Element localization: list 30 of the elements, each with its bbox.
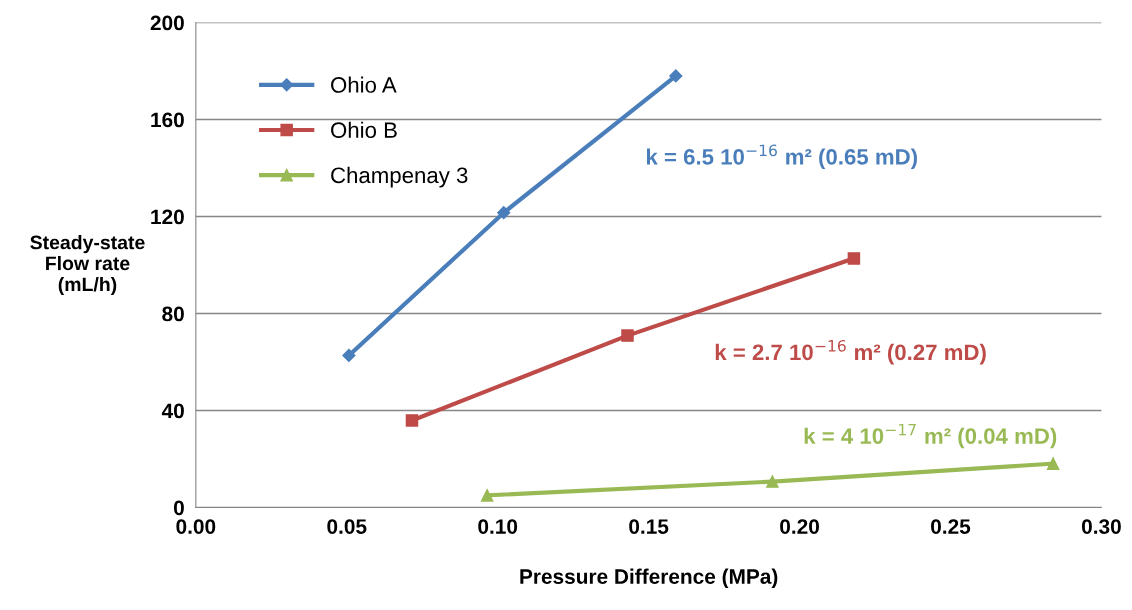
legend-label: Ohio B bbox=[331, 121, 397, 138]
y-tick-label: 120 bbox=[151, 209, 184, 225]
y-tick-label: 40 bbox=[161, 403, 184, 419]
y-axis-title: Steady-state Flow rate (mL/h) bbox=[30, 235, 145, 296]
annotation: k = 2.7 10$^{−16}$ m² (0.27 mD) bbox=[715, 339, 986, 365]
legend-label: Ohio A bbox=[331, 76, 397, 93]
legend-label: Champenay 3 bbox=[331, 166, 468, 188]
x-axis-title: Pressure Difference (MPa) bbox=[520, 568, 778, 589]
annotation: k = 4 10$^{−17}$ m² (0.04 mD) bbox=[804, 423, 1057, 449]
point bbox=[342, 348, 356, 363]
point bbox=[1046, 457, 1060, 470]
annotation: k = 6.5 10$^{−16}$ m² (0.65 mD) bbox=[646, 144, 917, 170]
point bbox=[669, 69, 683, 83]
y-tick-label: 160 bbox=[151, 112, 184, 128]
x-tick-label: 0.05 bbox=[327, 519, 367, 534]
point bbox=[480, 489, 494, 502]
x-tick-label: 0.25 bbox=[931, 519, 971, 534]
x-tick-label: 0.00 bbox=[176, 519, 216, 534]
x-tick-label: 0.10 bbox=[478, 519, 518, 534]
point bbox=[405, 414, 419, 427]
point bbox=[766, 475, 779, 488]
x-tick-label: 0.30 bbox=[1081, 519, 1121, 534]
y-tick-label: 200 bbox=[150, 15, 184, 31]
point bbox=[621, 329, 634, 342]
x-tick-label: 0.20 bbox=[780, 519, 819, 534]
point bbox=[847, 252, 861, 265]
point bbox=[497, 206, 511, 220]
x-tick-label: 0.15 bbox=[629, 519, 669, 534]
y-tick-label: 80 bbox=[162, 306, 184, 322]
y-tick-label: 0 bbox=[173, 500, 184, 516]
